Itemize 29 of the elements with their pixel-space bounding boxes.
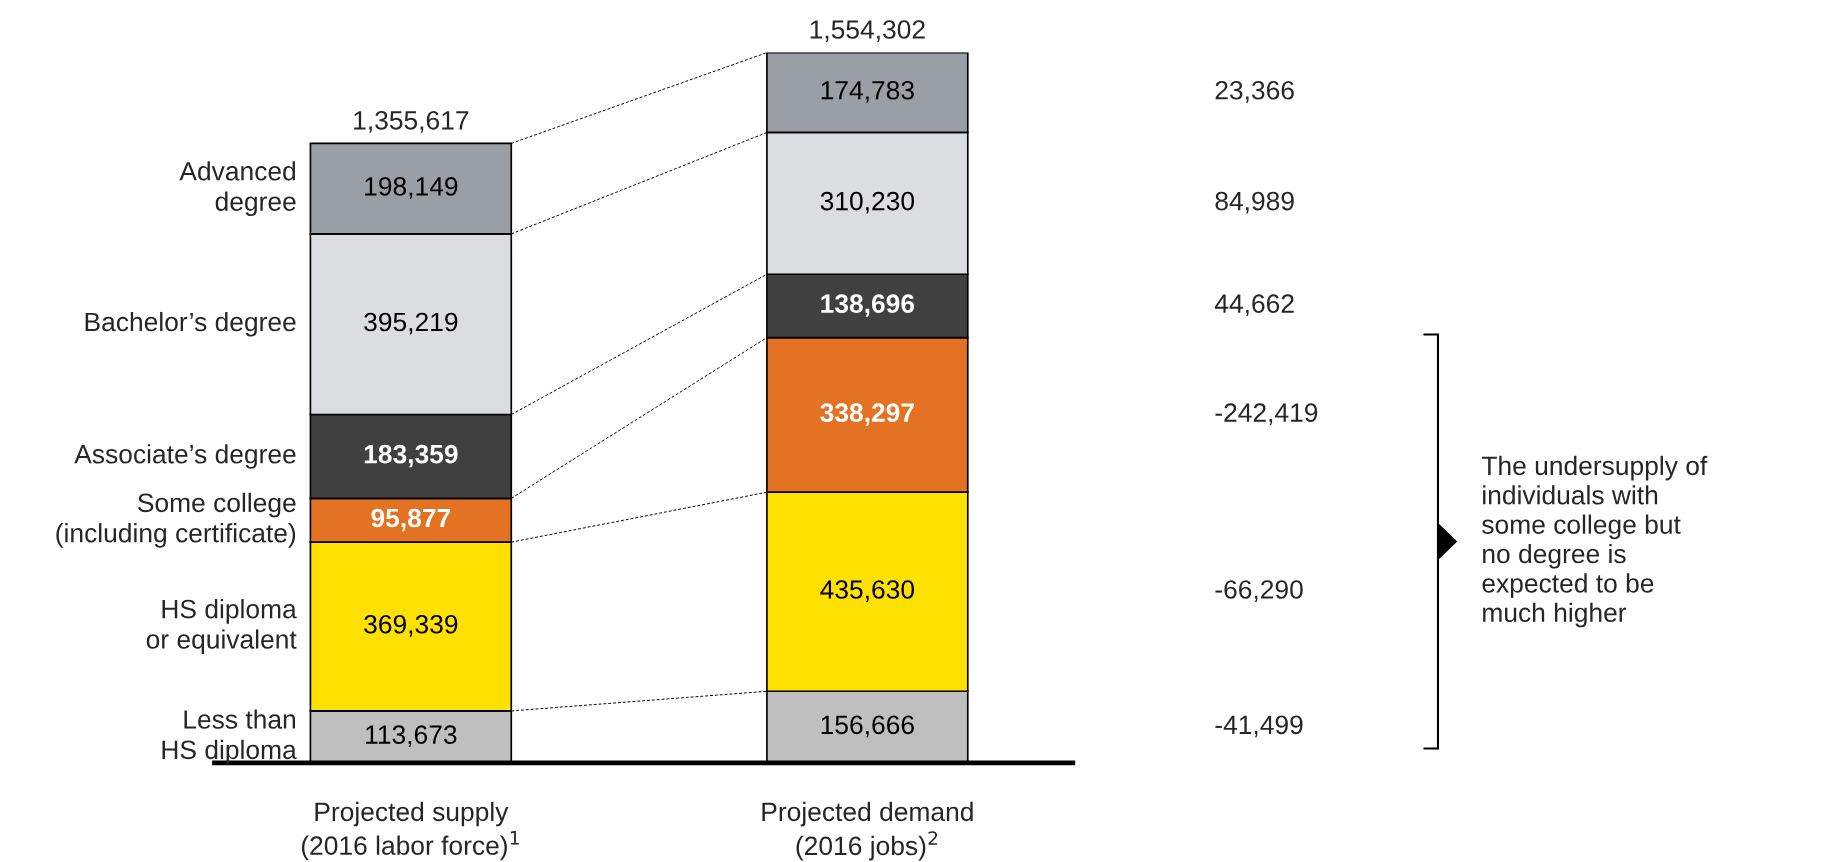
total-label: 1,355,617	[354, 110, 469, 133]
text: 84,989	[1215, 191, 1294, 214]
data-label: 198,149	[365, 177, 458, 199]
text: -242,419	[1215, 403, 1318, 426]
data-label: 174,783	[821, 80, 914, 103]
series-label: Bachelor’s degree	[85, 311, 296, 337]
series-label: Less than HS diploma	[162, 709, 297, 765]
text: The undersupply of individuals with some college but no degree is expected to be much higher	[1481, 455, 1708, 628]
text: 23,366	[1215, 80, 1294, 103]
data-label: 369,339	[364, 614, 458, 637]
text: -41,499	[1215, 715, 1303, 738]
x-tick-label: Projected supply (2016 labor force)$^{1}$	[301, 801, 519, 861]
text: -66,290	[1215, 580, 1303, 602]
text: 44,662	[1214, 294, 1294, 317]
x-tick-label: Projected demand (2016 jobs)$^{2}$	[762, 801, 973, 861]
data-label: 156,666	[821, 715, 914, 738]
series-label: HS diploma or equivalent	[146, 599, 297, 654]
data-label: 95,877	[371, 508, 451, 532]
data-label: 183,359	[364, 444, 458, 468]
data-label: 338,297	[820, 403, 914, 426]
data-label: 435,630	[820, 580, 915, 602]
data-label: 395,219	[364, 312, 458, 335]
data-label: 138,696	[821, 294, 915, 317]
total-label: 1,554,302	[810, 20, 925, 42]
data-label: 113,673	[366, 725, 457, 748]
series-label: Some college (including certificate)	[56, 492, 296, 548]
series-label: Associate’s degree	[74, 444, 296, 469]
series-label: Advanced degree	[179, 161, 296, 217]
data-label: 310,230	[820, 191, 915, 214]
